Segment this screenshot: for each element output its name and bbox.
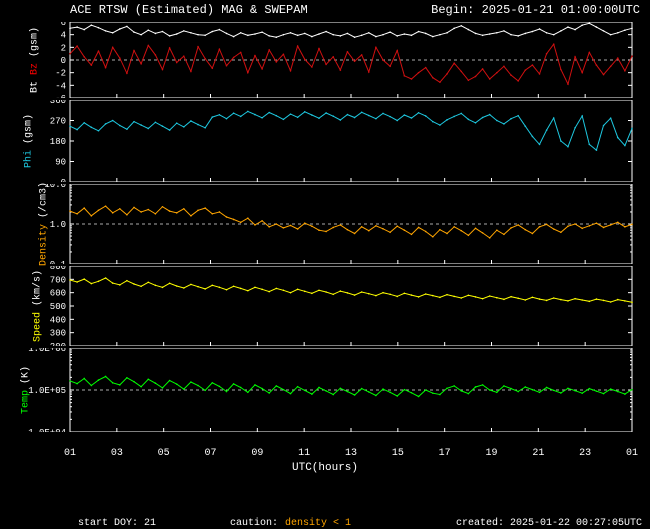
plot-density: 0.11.010.0	[0, 184, 650, 264]
svg-text:4: 4	[61, 31, 66, 41]
plot-mag: -6 -4 -2 0 2 4 6	[0, 22, 650, 98]
svg-text:0.1: 0.1	[50, 260, 66, 264]
xtick: 03	[111, 448, 123, 459]
plot-speed: 200 300 400 500 600 700 800	[0, 266, 650, 346]
ylabel-mag: (gsm)	[30, 27, 41, 57]
ylabel-temp: Temp	[21, 384, 32, 414]
xtick: 09	[251, 448, 263, 459]
plot-temp: 1.0E+041.0E+051.0E+06	[0, 348, 650, 432]
ylabel-mag: Bt	[30, 75, 41, 93]
svg-text:-6: -6	[55, 94, 66, 98]
xtick: 15	[392, 448, 404, 459]
ylabel-phi: Phi	[24, 144, 35, 168]
svg-text:180: 180	[50, 137, 66, 147]
xtick: 17	[439, 448, 451, 459]
xtick: 11	[298, 448, 310, 459]
svg-text:360: 360	[50, 100, 66, 106]
panels-container: Bt Bz (gsm) -6 -4 -2 0 2 4 6 Phi (gsm) 0 90 180 27…	[0, 22, 650, 434]
svg-text:-2: -2	[55, 69, 66, 79]
xtick: 21	[532, 448, 544, 459]
xtick: 05	[158, 448, 170, 459]
svg-text:400: 400	[50, 315, 66, 325]
panel-temp: Temp (K) 1.0E+041.0E+051.0E+06	[0, 348, 650, 432]
ylabel-phi: (gsm)	[24, 114, 35, 144]
xtick: 19	[485, 448, 497, 459]
svg-text:0: 0	[61, 56, 66, 66]
svg-text:0: 0	[61, 178, 66, 182]
svg-text:1.0: 1.0	[50, 220, 66, 230]
svg-text:-4: -4	[55, 81, 66, 91]
svg-text:2: 2	[61, 43, 66, 53]
ylabel-density: Density	[39, 218, 50, 266]
svg-text:600: 600	[50, 289, 66, 299]
svg-text:6: 6	[61, 22, 66, 28]
ylabel-speed: (km/s)	[33, 270, 44, 306]
panel-mag: Bt Bz (gsm) -6 -4 -2 0 2 4 6	[0, 22, 650, 98]
svg-text:300: 300	[50, 329, 66, 339]
xtick: 01	[626, 448, 638, 459]
ylabel-temp: (K)	[21, 366, 32, 384]
xtick: 13	[345, 448, 357, 459]
svg-text:800: 800	[50, 266, 66, 272]
svg-text:700: 700	[50, 275, 66, 285]
svg-text:500: 500	[50, 302, 66, 312]
xtick: 01	[64, 448, 76, 459]
ylabel-speed: Speed	[33, 306, 44, 342]
svg-text:90: 90	[55, 158, 66, 168]
svg-text:200: 200	[50, 342, 66, 346]
ylabel-density: (/cm3)	[39, 182, 50, 218]
panel-density: Density (/cm3) 0.11.010.0	[0, 184, 650, 264]
title: ACE RTSW (Estimated) MAG & SWEPAM	[70, 3, 308, 17]
panel-phi: Phi (gsm) 0 90 180 270 360	[0, 100, 650, 182]
begin-time: Begin: 2025-01-21 01:00:00UTC	[431, 3, 640, 17]
svg-text:270: 270	[50, 117, 66, 127]
xtick: 23	[579, 448, 591, 459]
panel-speed: Speed (km/s) 200 300 400 500 600 700 800	[0, 266, 650, 346]
ylabel-mag: Bz	[30, 57, 41, 75]
plot-phi: 0 90 180 270 360	[0, 100, 650, 182]
xaxis-label: UTC(hours)	[292, 462, 358, 474]
xtick: 07	[204, 448, 216, 459]
